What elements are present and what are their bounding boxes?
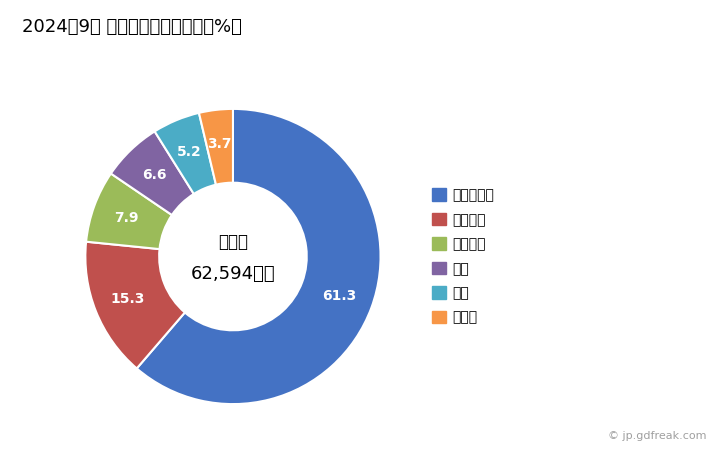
Wedge shape: [199, 109, 233, 184]
Wedge shape: [86, 174, 172, 249]
Text: © jp.gdfreak.com: © jp.gdfreak.com: [608, 431, 706, 441]
Text: 61.3: 61.3: [323, 289, 357, 303]
Wedge shape: [137, 109, 381, 404]
Text: 62,594万円: 62,594万円: [191, 265, 275, 283]
Text: 6.6: 6.6: [142, 168, 167, 182]
Text: 5.2: 5.2: [177, 144, 202, 159]
Text: 7.9: 7.9: [114, 211, 138, 225]
Wedge shape: [85, 242, 185, 369]
Wedge shape: [154, 113, 216, 194]
Legend: マレーシア, ベトナム, スペイン, 台湾, タイ, その他: マレーシア, ベトナム, スペイン, 台湾, タイ, その他: [432, 189, 494, 324]
Wedge shape: [111, 131, 194, 215]
Text: 3.7: 3.7: [207, 137, 232, 151]
Text: 2024年9月 輸出相手国のシェア（%）: 2024年9月 輸出相手国のシェア（%）: [22, 18, 242, 36]
Text: 15.3: 15.3: [110, 292, 145, 306]
Text: 総　額: 総 額: [218, 233, 248, 251]
